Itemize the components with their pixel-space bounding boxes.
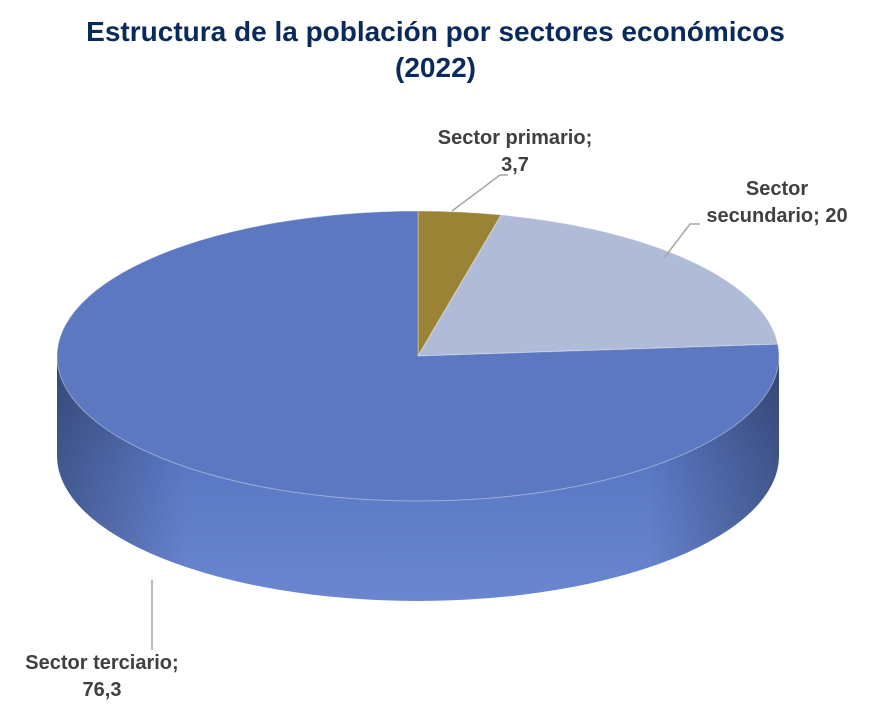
- chart-title-main: Estructura de la población por sectores …: [86, 16, 785, 47]
- label-sector-terciario: Sector terciario; 76,3: [12, 650, 192, 704]
- pie-slice-terciario: [56, 210, 780, 502]
- label-sector-secundario-value: secundario; 20: [706, 205, 848, 227]
- pie-slice-primario: [417, 210, 503, 358]
- label-sector-terciario-value: 76,3: [82, 679, 122, 701]
- label-sector-primario-name: Sector primario;: [437, 127, 593, 149]
- label-sector-secundario: Sector secundario; 20: [692, 176, 862, 230]
- label-sector-primario: Sector primario; 3,7: [420, 125, 610, 179]
- pie-slices: [56, 210, 780, 502]
- pie-slice-secundario: [417, 214, 779, 357]
- label-sector-primario-value: 3,7: [501, 154, 529, 176]
- label-sector-secundario-name: Sector: [745, 178, 809, 200]
- label-sector-terciario-name: Sector terciario;: [25, 652, 179, 674]
- chart-title: Estructura de la población por sectores …: [0, 14, 871, 86]
- leader-line-secundario: [663, 223, 700, 259]
- leader-line-primario: [451, 174, 508, 212]
- pie-depth: [57, 356, 779, 601]
- chart-title-year: (2022): [395, 52, 476, 83]
- pie-side-shading: [57, 356, 779, 601]
- leader-lines: [151, 174, 700, 650]
